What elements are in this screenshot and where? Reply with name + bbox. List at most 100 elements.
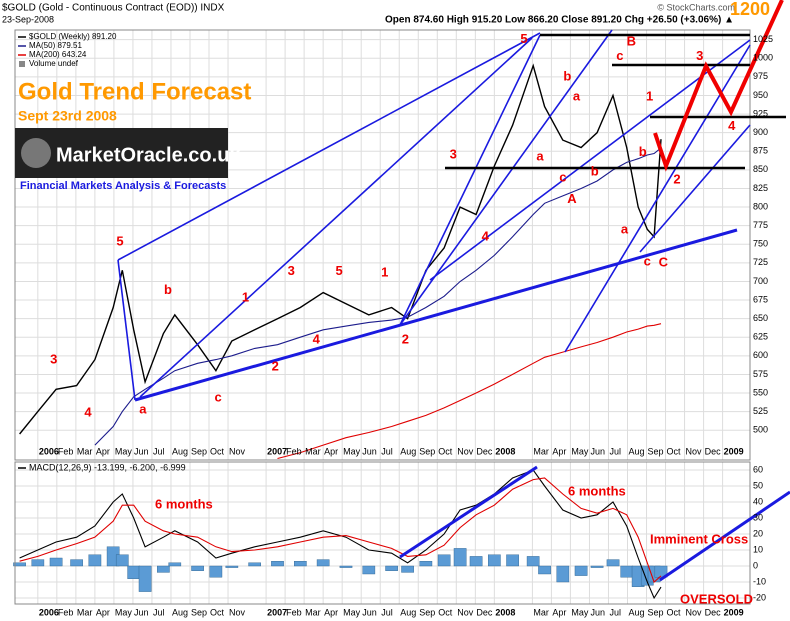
x-tick-label: Jun xyxy=(590,446,605,456)
y-tick-label: 30 xyxy=(753,512,763,522)
symbol: $GOLD (Gold - Continuous Contract (EOD))… xyxy=(2,3,225,14)
y-tick-label: 600 xyxy=(753,350,768,360)
histogram-bar xyxy=(339,565,353,568)
y-tick-label: 20 xyxy=(753,528,763,538)
wave-label: 1 xyxy=(381,265,388,280)
annotation: OVERSOLD xyxy=(680,591,753,606)
y-tick-label: 50 xyxy=(753,480,763,490)
annotation: 1200 xyxy=(730,0,770,19)
histogram-bar xyxy=(437,554,451,567)
x-tick-label: Sep xyxy=(191,607,207,617)
y-tick-label: 975 xyxy=(753,71,768,81)
x-tick-label: Jun xyxy=(134,607,149,617)
trend-line xyxy=(139,37,533,398)
x-tick-label: Jul xyxy=(609,607,621,617)
x-tick-label: Apr xyxy=(96,446,110,456)
x-tick-label: Nov xyxy=(457,607,474,617)
y-tick-label: -10 xyxy=(753,576,766,586)
histogram-bar xyxy=(49,557,63,567)
wave-label: 5 xyxy=(116,233,123,248)
x-tick-label: Nov xyxy=(229,607,246,617)
x-tick-label: Mar xyxy=(77,607,93,617)
x-tick-label: Apr xyxy=(324,607,338,617)
histogram-bar xyxy=(538,565,551,575)
x-tick-label: Sep xyxy=(419,607,435,617)
y-tick-label: 925 xyxy=(753,108,768,118)
brand-subtitle: Sept 23rd 2008 xyxy=(18,108,117,124)
x-tick-label: 2009 xyxy=(724,607,744,617)
x-tick-label: 2006 xyxy=(39,446,59,456)
x-tick-label: 2008 xyxy=(495,446,515,456)
x-tick-label: Dec xyxy=(476,446,493,456)
histogram-bar xyxy=(526,556,540,567)
wave-label: 2 xyxy=(402,332,409,347)
series-line xyxy=(19,63,662,435)
series-line xyxy=(277,323,662,460)
histogram-bar xyxy=(127,565,141,580)
x-tick-label: Sep xyxy=(191,446,207,456)
histogram-bar xyxy=(419,561,433,567)
logo: MarketOracle.co.uk xyxy=(56,144,241,166)
histogram-bar xyxy=(316,559,330,567)
wave-label: a xyxy=(621,222,629,237)
x-tick-label: Oct xyxy=(438,446,453,456)
wave-label: c xyxy=(616,48,623,63)
wave-label: 1 xyxy=(646,88,653,103)
x-tick-label: Aug xyxy=(172,446,188,456)
legend-label: $GOLD (Weekly) 891.20 xyxy=(29,32,117,41)
x-tick-label: Aug xyxy=(172,607,188,617)
legend-swatch xyxy=(19,61,25,67)
y-tick-label: 800 xyxy=(753,201,768,211)
histogram-bar xyxy=(453,548,467,567)
wave-label: c xyxy=(559,169,566,184)
x-tick-label: Jul xyxy=(153,446,165,456)
x-tick-label: Nov xyxy=(686,446,703,456)
x-tick-label: Feb xyxy=(286,446,302,456)
histogram-bar xyxy=(70,559,83,567)
x-tick-label: May xyxy=(343,607,361,617)
histogram-bar xyxy=(506,554,519,567)
x-tick-label: Oct xyxy=(438,607,453,617)
histogram-bar xyxy=(590,565,604,568)
trend-line xyxy=(117,32,541,261)
wave-label: B xyxy=(627,33,636,48)
histogram-bar xyxy=(620,565,634,578)
wave-label: 2 xyxy=(673,172,680,187)
wave-label: 5 xyxy=(336,263,343,278)
wave-label: c xyxy=(644,254,651,269)
y-tick-label: 775 xyxy=(753,220,768,230)
trend-line xyxy=(659,490,790,582)
x-tick-label: Oct xyxy=(210,446,225,456)
x-tick-label: Dec xyxy=(705,607,722,617)
histogram-bar xyxy=(385,565,398,571)
x-tick-label: Jun xyxy=(362,607,377,617)
series-line xyxy=(19,469,662,600)
y-tick-label: 575 xyxy=(753,369,768,379)
y-tick-label: 10 xyxy=(753,544,763,554)
trend-line xyxy=(564,44,751,353)
histogram-bar xyxy=(191,565,204,571)
y-tick-label: 40 xyxy=(753,496,763,506)
histogram-bar xyxy=(606,559,620,567)
legend-label: Volume undef xyxy=(29,59,79,68)
annotation: Imminent Cross xyxy=(650,531,748,546)
wave-label: a xyxy=(573,88,581,103)
series-line xyxy=(19,477,662,583)
histogram-bar xyxy=(654,565,668,578)
histogram-bar xyxy=(13,562,26,567)
wave-label: 3 xyxy=(450,146,457,161)
trend-line xyxy=(639,124,751,253)
x-tick-label: Oct xyxy=(210,607,225,617)
wave-label: A xyxy=(567,191,577,206)
x-tick-label: Jul xyxy=(153,607,165,617)
x-tick-label: Jul xyxy=(609,446,621,456)
x-tick-label: Mar xyxy=(533,607,549,617)
y-tick-label: 0 xyxy=(753,560,758,570)
wave-label: 2 xyxy=(272,358,279,373)
histogram-bar xyxy=(168,562,182,567)
histogram-bar xyxy=(225,565,239,568)
trend-line xyxy=(399,465,538,559)
